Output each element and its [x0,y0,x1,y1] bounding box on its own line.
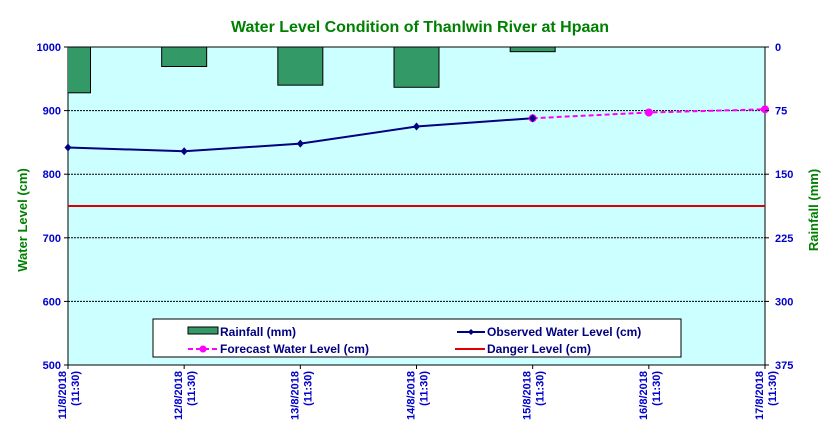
legend-box [152,318,682,358]
y2-tick-label: 0 [775,42,781,54]
y-axis-label: Water Level (cm) [15,168,30,272]
legend-label: Danger Level (cm) [487,342,591,356]
y2-tick-label: 75 [775,106,787,118]
x-tick-label: 14/8/2018(11:30) [406,371,431,420]
forecast-point [644,108,653,117]
observed-point [529,114,537,123]
rainfall-bar [509,47,556,53]
rainfall-bar [161,47,208,68]
observed-point [296,139,304,148]
y2-tick-label: 150 [775,169,793,181]
y2-tick-label: 300 [775,296,793,308]
y-tick-label: 500 [43,360,61,372]
y-tick-label: 1000 [37,42,61,54]
chart-title: Water Level Condition of Thanlwin River … [231,19,609,36]
legend-label: Rainfall (mm) [220,325,296,339]
x-tick-label: 12/8/2018(11:30) [173,371,198,420]
y-tick-label: 600 [43,296,61,308]
observed-point [413,122,420,131]
legend-label: Observed Water Level (cm) [487,325,641,339]
y-tick-label: 900 [43,106,61,118]
x-tick-label: 16/8/2018(11:30) [638,371,663,420]
forecast-point [761,105,769,114]
y-tick-label: 800 [43,169,61,181]
x-tick-label: 17/8/2018(11:30) [754,371,779,420]
y2-tick-label: 225 [775,233,793,245]
y-tick-label: 700 [43,233,61,245]
x-tick-label: 11/8/2018(11:30) [57,371,82,420]
observed-point [64,143,72,152]
legend: Rainfall (mm) Observed Water Level (cm) Fo… [152,318,682,358]
observed-point [180,147,188,156]
legend-label: Forecast Water Level (cm) [220,342,369,356]
legend-marker-forecast [199,345,207,353]
rainfall-bar [393,47,440,88]
y2-axis-label: Rainfall (mm) [806,169,821,251]
x-tick-label: 13/8/2018(11:30) [289,371,314,420]
x-tick-label: 15/8/2018(11:30) [522,371,547,420]
rainfall-bar [68,47,91,94]
legend-swatch-rainfall [187,326,219,335]
rainfall-bar [277,47,324,86]
legend-marker-observed [468,329,474,335]
y2-tick-label: 375 [775,360,793,372]
